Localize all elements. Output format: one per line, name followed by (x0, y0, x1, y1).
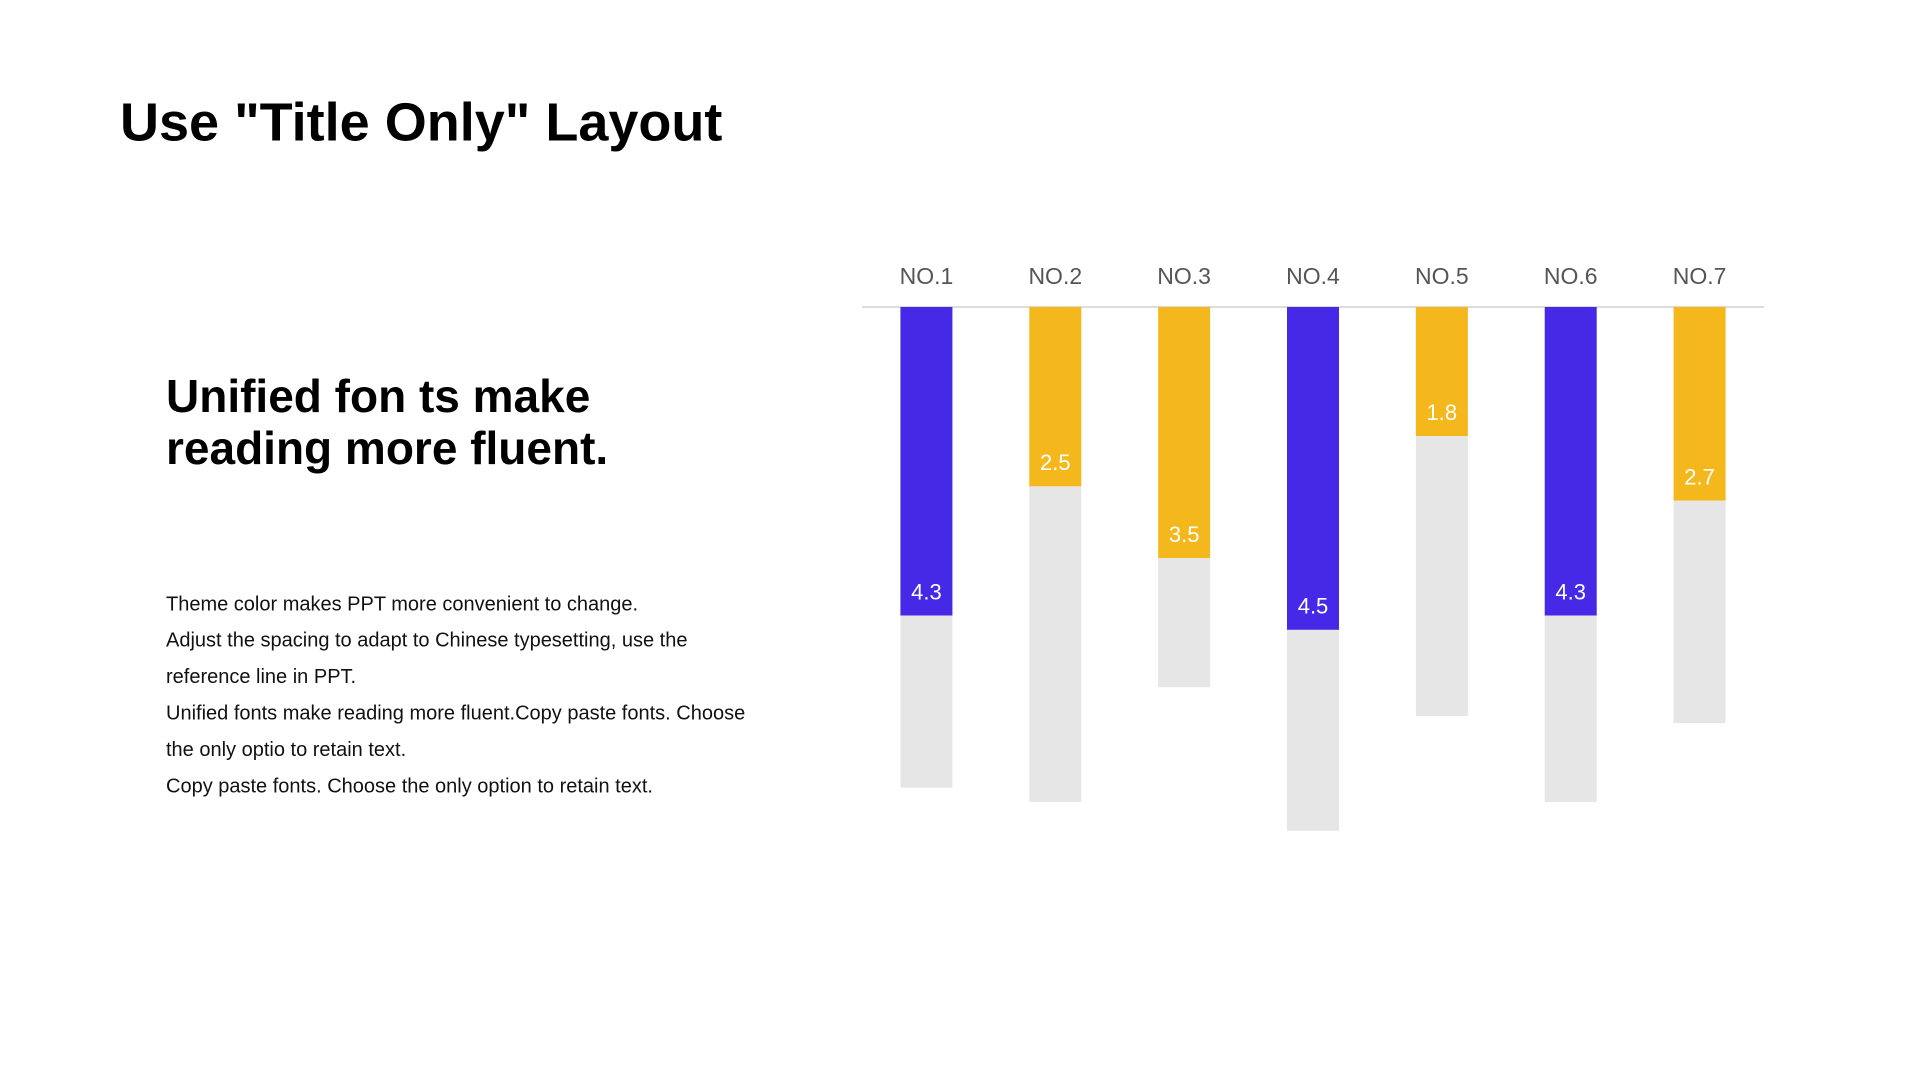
category-label: NO.6 (1544, 263, 1598, 289)
value-label: 2.5 (1040, 450, 1071, 475)
value-label: 4.3 (911, 579, 942, 604)
slide-title: Use "Title Only" Layout (120, 92, 722, 152)
bar-segment (1158, 307, 1211, 559)
bar-segment (900, 307, 953, 616)
bar-segment (1029, 486, 1082, 803)
bar-segment (1287, 307, 1339, 630)
value-label: 3.5 (1169, 522, 1200, 547)
heading: Unified fon ts make (166, 370, 590, 422)
category-label: NO.5 (1415, 263, 1469, 289)
category-label: NO.7 (1673, 263, 1727, 289)
bar-segment (1158, 558, 1211, 688)
bar-segment (1415, 307, 1468, 437)
value-label: 4.3 (1555, 579, 1586, 604)
body-line: Copy paste fonts. Choose the only option… (166, 775, 653, 797)
bar-segment (900, 615, 953, 788)
bar-segment (1544, 615, 1597, 803)
body-line: Theme color makes PPT more convenient to… (166, 593, 638, 615)
bar-segment (1673, 307, 1726, 501)
body-line: reference line in PPT. (166, 666, 356, 688)
bar-segment (1287, 629, 1339, 831)
heading: reading more fluent. (166, 422, 608, 474)
category-label: NO.4 (1286, 263, 1340, 289)
value-label: 1.8 (1427, 400, 1458, 425)
category-label: NO.2 (1028, 263, 1082, 289)
value-label: 4.5 (1298, 594, 1329, 619)
category-label: NO.3 (1157, 263, 1211, 289)
category-label: NO.1 (900, 263, 954, 289)
body-line: the only optio to retain text. (166, 739, 406, 761)
bar-segment (1544, 307, 1597, 616)
body-line: Unified fonts make reading more fluent.C… (166, 702, 745, 724)
bar-segment (1673, 500, 1726, 724)
bar-segment (1415, 436, 1468, 716)
body-line: Adjust the spacing to adapt to Chinese t… (166, 630, 687, 652)
value-label: 2.7 (1684, 465, 1715, 490)
bar-segment (1029, 307, 1082, 487)
